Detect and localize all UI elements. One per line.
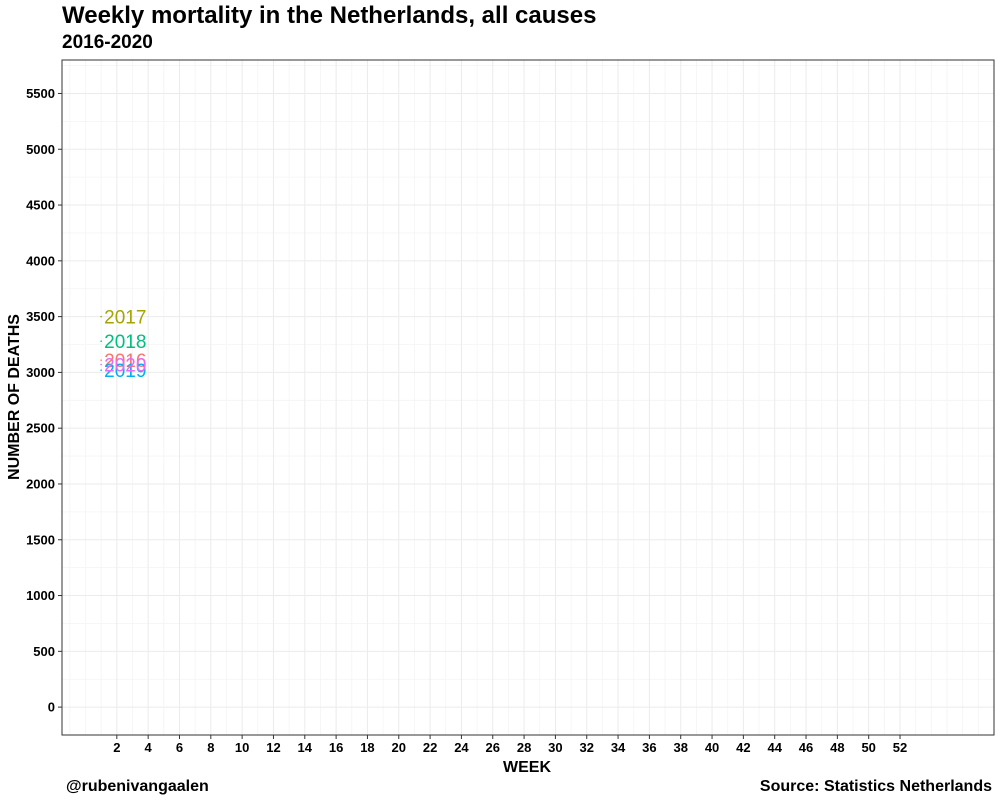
series-label: 2016 <box>104 351 146 372</box>
series-label: 2017 <box>104 308 146 329</box>
y-tick-label: 0 <box>48 700 55 715</box>
x-tick-label: 40 <box>705 740 719 755</box>
data-point <box>100 340 102 342</box>
x-tick-label: 16 <box>329 740 343 755</box>
x-tick-label: 18 <box>360 740 374 755</box>
source-caption: Source: Statistics Netherlands <box>759 778 992 795</box>
series-2017: 2017 <box>100 308 146 329</box>
y-axis: 0 500 1000 1500 2000 2500 3000 3500 4000 4500 5000… <box>26 86 62 715</box>
y-tick-label: 1500 <box>26 532 55 547</box>
x-tick-label: 10 <box>235 740 249 755</box>
x-axis: 2 4 6 8 10 12 14 16 18 20 22 24 26 28 30 32 34 36 38 40 42 44… <box>113 735 907 755</box>
series-2018: 2018 <box>100 332 146 353</box>
y-tick-label: 4000 <box>26 253 55 268</box>
plot-border <box>61 59 995 736</box>
series-label: 2020 <box>104 356 146 377</box>
x-tick-label: 14 <box>298 740 313 755</box>
x-tick-label: 36 <box>642 740 656 755</box>
y-tick-label: 5000 <box>26 142 55 157</box>
x-tick-label: 20 <box>392 740 406 755</box>
x-tick-label: 12 <box>266 740 280 755</box>
y-tick-label: 2000 <box>26 476 55 491</box>
x-tick-label: 44 <box>767 740 782 755</box>
y-tick-label: 3000 <box>26 365 55 380</box>
x-tick-label: 50 <box>861 740 875 755</box>
series-2016: 2016 <box>100 351 146 372</box>
x-tick-label: 42 <box>736 740 750 755</box>
series-label: 2019 <box>104 361 146 382</box>
y-axis-title: NUMBER OF DEATHS <box>6 314 23 480</box>
x-axis-title: WEEK <box>503 759 551 776</box>
y-tick-label: 2500 <box>26 421 55 436</box>
x-tick-label: 28 <box>517 740 531 755</box>
chart-subtitle: 2016-2020 <box>62 32 153 53</box>
x-tick-label: 2 <box>113 740 120 755</box>
x-tick-label: 32 <box>580 740 594 755</box>
series-2020: 2020 <box>100 356 146 377</box>
y-tick-label: 5500 <box>26 86 55 101</box>
plot-panel <box>62 60 994 735</box>
y-tick-label: 3500 <box>26 309 55 324</box>
y-tick-label: 1000 <box>26 588 55 603</box>
x-tick-label: 22 <box>423 740 437 755</box>
x-tick-label: 8 <box>207 740 214 755</box>
y-tick-label: 500 <box>33 644 55 659</box>
y-tick-label: 4500 <box>26 198 55 213</box>
x-tick-label: 34 <box>611 740 626 755</box>
data-point <box>100 359 102 361</box>
x-tick-label: 52 <box>893 740 907 755</box>
author-caption: @rubenivangaalen <box>66 778 209 795</box>
data-point <box>100 315 102 318</box>
x-tick-label: 24 <box>454 740 469 755</box>
x-tick-label: 48 <box>830 740 844 755</box>
major-grid <box>62 60 994 735</box>
x-tick-label: 26 <box>486 740 500 755</box>
series-label: 2018 <box>104 332 146 353</box>
data-point <box>100 363 102 366</box>
x-tick-label: 30 <box>548 740 562 755</box>
series-2019: 2019 <box>100 361 146 382</box>
chart-title: Weekly mortality in the Netherlands, all… <box>62 2 597 29</box>
x-tick-label: 4 <box>145 740 153 755</box>
x-tick-label: 46 <box>799 740 813 755</box>
data-point <box>100 369 102 371</box>
x-tick-label: 38 <box>673 740 687 755</box>
x-tick-label: 6 <box>176 740 183 755</box>
